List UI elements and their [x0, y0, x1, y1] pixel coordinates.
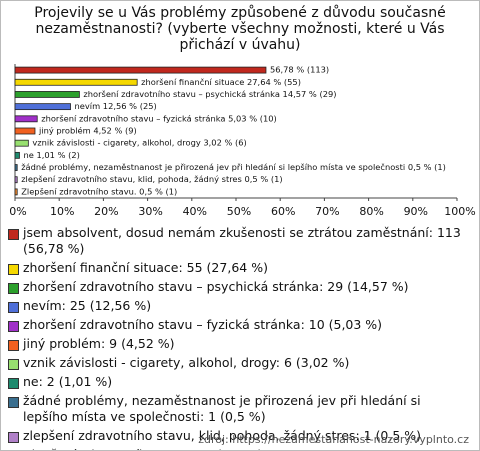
legend-item: vznik závislosti - cigarety, alkohol, dr… [7, 355, 462, 371]
x-tick-label: 80% [359, 205, 383, 218]
legend-label: jiný problém: 9 (4,52 %) [23, 336, 175, 351]
bar-label: zhoršení zdravotního stavu – fyzická str… [41, 113, 277, 123]
x-tick-label: 90% [404, 205, 428, 218]
legend-swatch [8, 359, 19, 370]
bar [14, 91, 80, 98]
bar-label: ne 1,01 % (2) [23, 150, 79, 160]
legend-swatch [8, 340, 19, 351]
legend-label: zhoršení zdravotního stavu – fyzická str… [23, 317, 383, 332]
legend-swatch [8, 321, 19, 332]
legend-item: zhoršení zdravotního stavu – psychická s… [7, 279, 462, 295]
legend-label: Zlepšení zdravotního stavu.: 1 (0,5 %) [23, 447, 262, 450]
x-tick-label: 50% [227, 205, 251, 218]
bar-label: zhoršení finanční situace 27,64 % (55) [141, 77, 301, 87]
legend-swatch [8, 229, 19, 240]
legend-item: jiný problém: 9 (4,52 %) [7, 336, 462, 352]
bar [14, 115, 38, 123]
bar-label: vznik závislosti - cigarety, alkohol, dr… [32, 138, 246, 148]
x-tick-label: 100% [444, 205, 475, 218]
legend: jsem absolvent, dosud nemám zkušenosti s… [7, 225, 462, 450]
x-tick-label: 10% [50, 205, 74, 218]
bar [14, 103, 71, 111]
legend-label: zlepšení zdravotního stavu, klid, pohoda… [23, 428, 422, 443]
legend-label: žádné problémy, nezaměstnanost je přiroz… [23, 393, 421, 424]
legend-swatch [8, 302, 19, 313]
bar [14, 139, 29, 147]
bar [14, 164, 18, 171]
chart-title: Projevily se u Vás problémy způsobené z … [34, 5, 446, 53]
bar [14, 188, 18, 196]
legend-item: jsem absolvent, dosud nemám zkušenosti s… [7, 225, 462, 257]
x-tick-label: 60% [271, 205, 295, 218]
legend-item: zhoršení zdravotního stavu – fyzická str… [7, 317, 462, 333]
bar-label: jiný problém 4,52 % (9) [38, 126, 137, 136]
legend-label: nevím: 25 (12,56 %) [23, 298, 152, 313]
bar-label: zlepšení zdravotního stavu, klid, pohoda… [21, 174, 282, 184]
legend-item: zhoršení finanční situace: 55 (27,64 %) [7, 260, 462, 276]
bar [14, 66, 267, 74]
legend-item: nevím: 25 (12,56 %) [7, 298, 462, 314]
legend-swatch [8, 264, 19, 275]
bar [14, 151, 20, 159]
legend-label: jsem absolvent, dosud nemám zkušenosti s… [23, 225, 461, 256]
bar [14, 127, 36, 135]
legend-label: vznik závislosti - cigarety, alkohol, dr… [23, 355, 350, 370]
source: zdroj: https://nezamestananost-nazory.vy… [198, 433, 469, 446]
bar-label: zhoršení zdravotního stavu – psychická s… [83, 89, 336, 99]
x-tick-label: 30% [138, 205, 162, 218]
bar-label: nevím 12,56 % (25) [75, 101, 157, 111]
x-tick-label: 40% [183, 205, 207, 218]
legend-item: zlepšení zdravotního stavu, klid, pohoda… [7, 428, 462, 444]
chart: 0% 10% 20% 30% 40% 50% 60% 70% 80% 90% 100% 56,78 %… [9, 64, 476, 218]
legend-swatch [8, 432, 19, 443]
bar-label: 56,78 % (113) [270, 65, 329, 75]
x-tick-label: 70% [315, 205, 339, 218]
x-tick-label: 0% [9, 205, 26, 218]
bar [14, 78, 138, 86]
bar-label: žádné problémy, nezaměstnanost je přiroz… [21, 162, 446, 172]
legend-label: ne: 2 (1,01 %) [23, 374, 113, 389]
legend-item: Zlepšení zdravotního stavu.: 1 (0,5 %) [7, 447, 462, 450]
legend-label: zhoršení finanční situace: 55 (27,64 %) [23, 260, 268, 275]
legend-item: ne: 2 (1,01 %) [7, 374, 462, 390]
legend-swatch [8, 378, 19, 389]
legend-swatch [8, 283, 19, 294]
legend-item: žádné problémy, nezaměstnanost je přiroz… [7, 393, 462, 425]
legend-label: zhoršení zdravotního stavu – psychická s… [23, 279, 409, 294]
x-tick-label: 20% [94, 205, 118, 218]
bar-label: Zlepšení zdravotního stavu. 0,5 % (1) [21, 186, 177, 196]
legend-swatch [8, 397, 19, 408]
bar [14, 176, 18, 184]
